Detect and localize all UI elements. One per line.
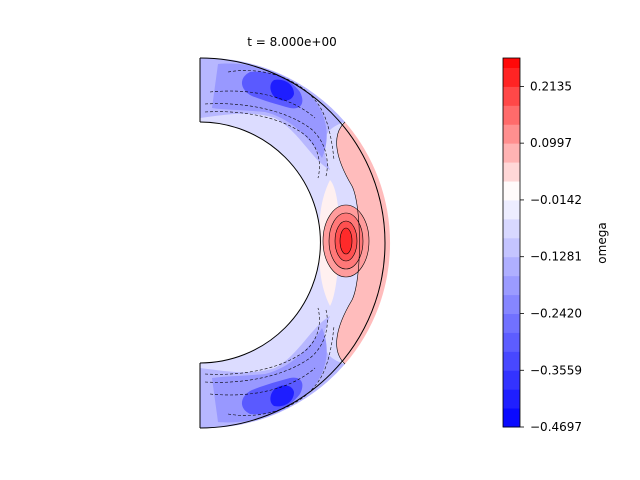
colorbar-band xyxy=(503,275,520,296)
colorbar-tick-label: −0.1281 xyxy=(530,250,582,264)
colorbar-band xyxy=(503,408,520,428)
colorbar-band xyxy=(503,143,520,163)
chart-title: t = 8.000e+00 xyxy=(247,35,336,49)
colorbar-band xyxy=(503,58,520,68)
colorbar-label: omega xyxy=(595,222,609,263)
colorbar-band xyxy=(503,162,520,182)
colorbar-band xyxy=(503,294,520,314)
colorbar-tick-label: −0.4697 xyxy=(530,420,582,434)
colorbar-tick-label: 0.0997 xyxy=(530,136,572,150)
colorbar-band xyxy=(503,181,520,201)
contour-region-negative-top-core xyxy=(270,79,294,101)
colorbar-frame xyxy=(502,57,521,428)
colorbar-tick-label: 0.2135 xyxy=(530,79,572,93)
colorbar-band xyxy=(503,313,520,333)
negative-contour-lines xyxy=(204,70,335,416)
colorbar-band xyxy=(503,237,520,258)
colorbar-tick-label: −0.0142 xyxy=(530,193,582,207)
contour-region-negative-bottom-core xyxy=(270,385,294,407)
contour-region-negative-bottom-inner xyxy=(212,328,327,423)
inner-boundary xyxy=(199,121,321,364)
colorbar-band xyxy=(503,86,520,106)
colorbar-band xyxy=(503,370,520,390)
colorbar-band xyxy=(503,199,520,220)
colorbar-band xyxy=(503,332,520,352)
colorbar-band xyxy=(503,124,520,144)
spherical-shell-plot xyxy=(199,57,391,429)
colorbar-band xyxy=(503,351,520,371)
contour-region-positive-core xyxy=(340,228,352,254)
colorbar-band xyxy=(503,218,520,239)
contour-region-negative-top-inner xyxy=(212,63,327,158)
colorbar-band xyxy=(503,105,520,125)
colorbar-band xyxy=(503,67,520,87)
colorbar-ticks: 0.2135 0.0997 −0.0142 −0.1281 −0.2420 −0.3559… xyxy=(520,79,582,434)
outer-boundary xyxy=(199,57,386,429)
colorbar-tick-label: −0.2420 xyxy=(530,306,582,320)
colorbar-band xyxy=(503,256,520,277)
colorbar-tick-label: −0.3559 xyxy=(530,363,582,377)
colorbar xyxy=(502,57,521,428)
colorbar-band xyxy=(503,389,520,409)
positive-contour-lines xyxy=(322,121,370,365)
